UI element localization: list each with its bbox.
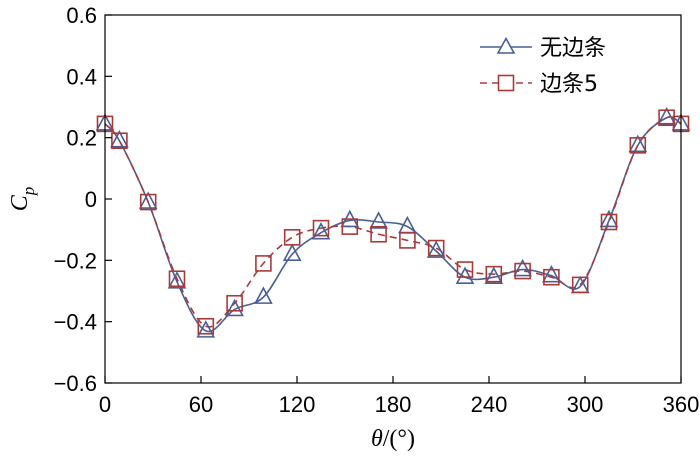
series-2-point: [370, 225, 387, 243]
y-tick-label: 0: [85, 187, 97, 212]
series-1-point: [225, 298, 244, 317]
legend: 无边条 边条5: [480, 36, 606, 97]
series-1-point: [138, 191, 158, 209]
x-tick-label: 0: [99, 392, 111, 417]
series-2-point: [629, 137, 647, 154]
series-2-point: [168, 270, 186, 288]
plot-frame: [104, 14, 682, 384]
series-1-point: [657, 107, 676, 125]
series-2-point: [139, 193, 157, 211]
series-1-point: [628, 134, 648, 153]
series-1-point: [542, 264, 561, 283]
x-tick-label: 360: [663, 392, 700, 417]
y-axis-title: Cp: [7, 187, 38, 212]
series-1-point: [599, 209, 619, 228]
series-2-point: [427, 239, 445, 257]
series-2-point: [341, 218, 359, 235]
series-2-point: [543, 268, 560, 286]
axes: 0 60 120 180 240 300 360 −0.6 −0.4 −0.2 0 0.2 0.4 0.6: [54, 3, 700, 417]
series-1-point: [484, 266, 504, 285]
series-2-point: [571, 276, 589, 294]
x-tick-label: 300: [567, 392, 604, 417]
x-tick-label: 240: [471, 392, 508, 417]
series-1-point: [282, 243, 302, 262]
series-2-point: [312, 219, 330, 237]
legend-entry-series-1: 无边条: [480, 36, 606, 61]
series-1-point: [513, 258, 532, 277]
x-tick-label: 120: [279, 392, 316, 417]
series-line-2: [104, 116, 682, 328]
series-1-point: [167, 271, 187, 289]
series-2-point: [283, 229, 301, 246]
legend-entry-series-2: 边条5: [480, 72, 598, 97]
series-1-point: [455, 266, 475, 285]
series-2-point: [226, 294, 243, 312]
legend-label-series-1: 无边条: [540, 36, 606, 61]
series-1-point: [426, 240, 446, 258]
plot-series: [95, 107, 691, 338]
legend-marker-triangle-icon: [496, 36, 516, 54]
y-tick-label: −0.6: [54, 371, 97, 396]
series-line-1: [104, 116, 682, 333]
series-2-point: [399, 232, 416, 249]
y-tick-label: −0.4: [54, 310, 97, 335]
series-2-point: [197, 317, 215, 335]
series-2-point: [255, 255, 272, 272]
series-2-point: [514, 262, 531, 280]
series-2-point: [600, 213, 618, 231]
series-2-point: [485, 265, 503, 283]
series-1-point: [110, 130, 129, 148]
x-tick-label: 180: [375, 392, 412, 417]
y-tick-label: 0.6: [66, 3, 97, 28]
series-1-point: [369, 211, 388, 229]
y-tick-label: 0.4: [66, 64, 97, 89]
y-tick-label: −0.2: [54, 248, 97, 273]
series-2-point: [111, 132, 128, 150]
legend-label-series-2: 边条5: [540, 72, 598, 97]
x-tick-label: 60: [189, 392, 213, 417]
legend-marker-square-icon: [497, 74, 515, 92]
series-1-point: [254, 286, 273, 304]
series-1-point: [311, 222, 331, 240]
series-1-point: [196, 320, 216, 338]
series-2-point: [456, 261, 474, 278]
x-axis-title: θ/(°): [371, 426, 415, 452]
y-tick-label: 0.2: [66, 126, 97, 151]
